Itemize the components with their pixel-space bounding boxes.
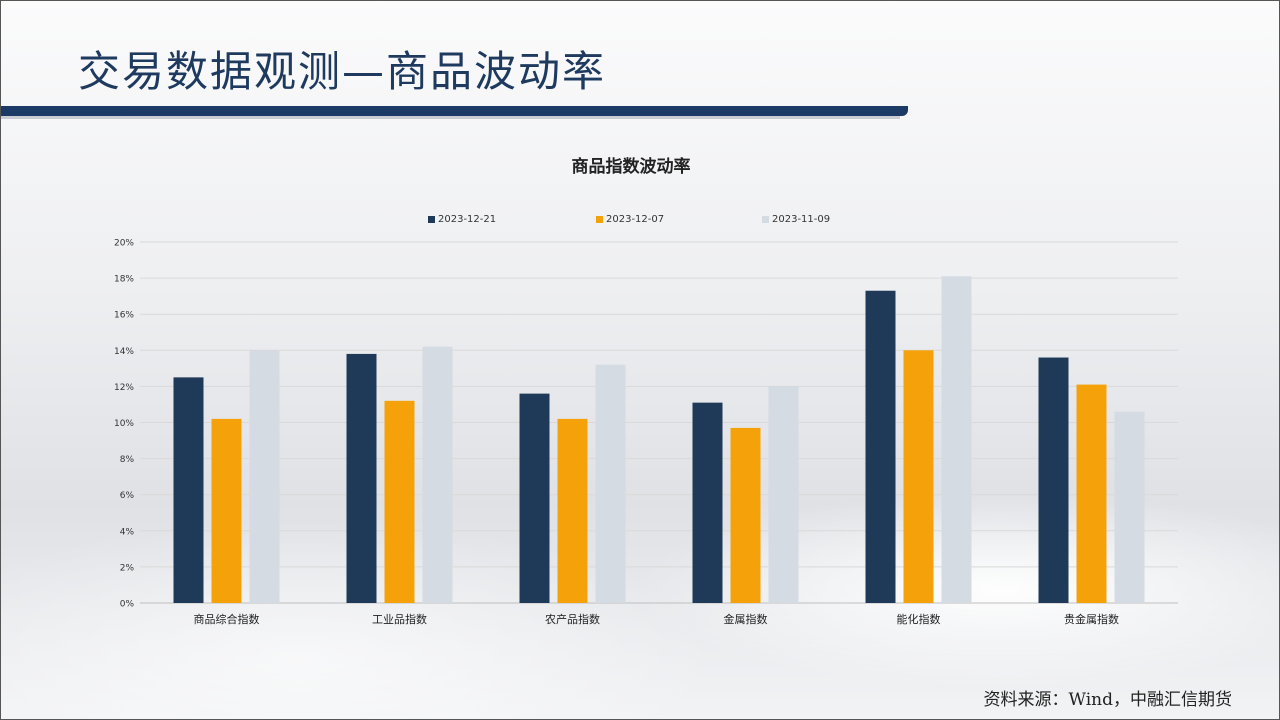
bar [346, 353, 377, 603]
x-tick-label: 农产品指数 [545, 612, 600, 626]
legend-item-series-1: 2023-12-21 [428, 214, 496, 225]
bar [384, 400, 415, 603]
x-tick-label: 贵金属指数 [1064, 612, 1119, 626]
bar [557, 418, 588, 603]
x-tick-label: 金属指数 [724, 612, 768, 626]
legend-item-series-3: 2023-11-09 [762, 214, 830, 225]
legend-item-series-2: 2023-12-07 [596, 214, 664, 225]
bar [903, 350, 934, 603]
bar [595, 364, 626, 603]
bar [730, 427, 761, 603]
legend-label-series-3: 2023-11-09 [772, 214, 831, 225]
slide-title: 交易数据观测—商品波动率 [78, 47, 607, 96]
title-underline-shadow [0, 116, 900, 119]
bar [1114, 411, 1145, 603]
legend-swatch-series-3 [762, 216, 769, 223]
chart-legend: 2023-12-21 2023-12-07 2023-11-09 [0, 214, 1280, 230]
y-tick-label: 6% [120, 491, 135, 501]
y-tick-label: 20% [114, 239, 134, 249]
y-tick-label: 18% [114, 275, 134, 285]
legend-label-series-2: 2023-12-07 [606, 214, 665, 225]
source-note: 资料来源：Wind，中融汇信期货 [983, 690, 1232, 710]
y-tick-label: 2% [120, 563, 135, 573]
y-tick-label: 14% [114, 347, 134, 357]
y-tick-label: 10% [114, 419, 134, 429]
title-underline-bar [0, 106, 908, 116]
y-tick-label: 16% [114, 311, 134, 321]
bar [941, 276, 972, 603]
bar [249, 350, 280, 603]
legend-swatch-series-2 [596, 216, 603, 223]
bar [422, 346, 453, 603]
y-tick-label: 0% [120, 600, 135, 610]
chart-title: 商品指数波动率 [571, 157, 691, 177]
y-tick-label: 12% [114, 383, 134, 393]
y-tick-label: 8% [120, 455, 135, 465]
bar [519, 393, 550, 603]
x-tick-label: 工业品指数 [372, 612, 427, 626]
y-tick-label: 4% [120, 527, 135, 537]
bar [173, 377, 204, 603]
legend-label-series-1: 2023-12-21 [438, 214, 497, 225]
x-tick-label: 能化指数 [897, 612, 941, 626]
bar [768, 386, 799, 603]
bar [692, 402, 723, 603]
bar [211, 418, 242, 603]
bar [865, 290, 896, 603]
bar [1038, 357, 1069, 603]
x-tick-label: 商品综合指数 [194, 612, 260, 626]
legend-swatch-series-1 [428, 216, 435, 223]
bar [1076, 384, 1107, 603]
